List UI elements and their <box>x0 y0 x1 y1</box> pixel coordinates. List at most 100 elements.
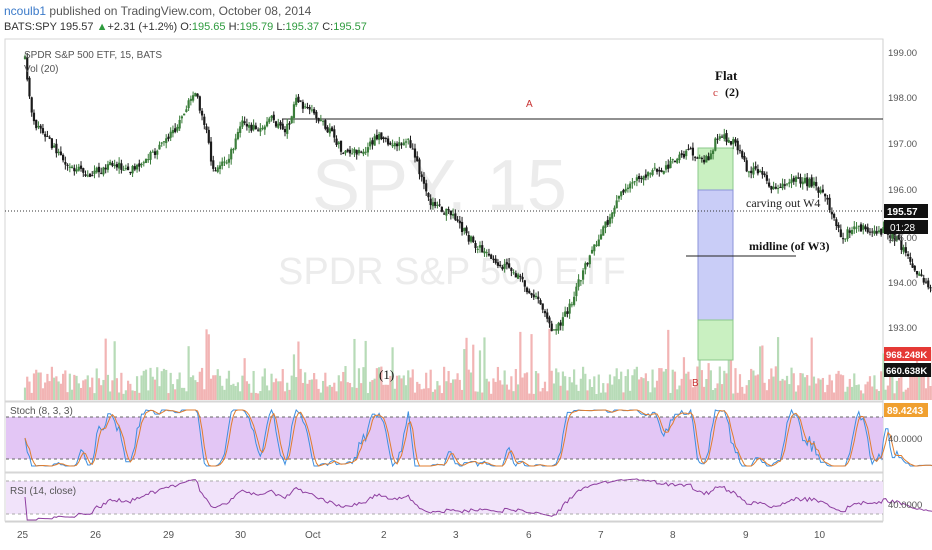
candle-body <box>729 141 733 145</box>
candle-body <box>420 174 423 178</box>
volume-bar <box>375 368 378 400</box>
candle-body <box>911 263 914 268</box>
volume-bar <box>483 337 486 400</box>
candle-body <box>93 170 96 175</box>
volume-bar <box>357 368 361 400</box>
volume-bar <box>801 373 804 400</box>
candle-body <box>209 141 213 162</box>
volume-bar <box>785 375 789 400</box>
candle-body <box>606 219 609 225</box>
candle-body <box>44 134 47 137</box>
projection-box[interactable] <box>697 189 734 321</box>
high-value: 195.79 <box>239 21 274 33</box>
ohlc-readout: BATS:SPY 195.57 ▲+2.31 (+1.2%) O:195.65 … <box>4 21 367 33</box>
volume-bar <box>707 363 710 400</box>
volume-bar <box>662 371 665 400</box>
volume-bar <box>573 369 576 400</box>
volume-bar <box>669 392 672 400</box>
candle-body <box>183 113 186 116</box>
volume-bar <box>73 374 76 400</box>
volume-bar <box>281 369 284 400</box>
volume-bar <box>133 390 136 400</box>
candle-body <box>62 154 65 161</box>
volume-bar <box>102 379 105 400</box>
volume-bar <box>494 381 497 400</box>
candle-body <box>716 138 719 140</box>
candle-body <box>530 293 533 296</box>
volume-bar <box>400 378 403 400</box>
candle-body <box>207 129 210 143</box>
volume-bar <box>474 391 477 400</box>
volume-bar <box>23 387 27 400</box>
volume-bar <box>886 385 890 400</box>
time-tick: 30 <box>235 530 247 541</box>
volume-bar <box>779 380 782 400</box>
volume-bar <box>599 392 603 400</box>
candle-body <box>810 177 813 187</box>
annotation-wave-2: (2) <box>725 85 739 99</box>
volume-bar <box>736 392 739 400</box>
candle-body <box>37 126 40 128</box>
candle-body <box>196 93 199 97</box>
candle-body <box>357 149 361 154</box>
volume-bar <box>920 376 923 400</box>
volume-bar <box>104 338 107 400</box>
candle-body <box>862 225 865 230</box>
candle-body <box>310 109 313 111</box>
volume-bar <box>655 380 659 400</box>
candle-body <box>635 177 638 181</box>
volume-bar <box>505 384 508 400</box>
candle-body <box>640 177 643 179</box>
candle-body <box>788 182 791 184</box>
volume-bar <box>866 381 869 400</box>
time-tick: 25 <box>17 530 29 541</box>
volume-bar <box>646 381 650 400</box>
target-box-lower[interactable] <box>697 319 734 361</box>
candle-body <box>189 98 192 101</box>
volume-bar <box>776 337 780 400</box>
candle-body <box>691 147 695 156</box>
volume-bar <box>581 366 585 400</box>
volume-bar <box>487 381 491 400</box>
candle-body <box>263 126 266 130</box>
candle-body <box>443 213 446 215</box>
volume-bar <box>792 373 795 400</box>
candle-body <box>91 175 94 177</box>
candle-body <box>348 149 352 154</box>
candle-body <box>239 126 242 133</box>
volume-bar <box>279 381 282 400</box>
annotation-a: A <box>526 99 533 110</box>
candle-body <box>566 311 569 315</box>
candle-body <box>581 270 585 280</box>
stoch-d-line <box>24 409 932 467</box>
volume-bar <box>833 392 836 400</box>
price-tick: 196.00 <box>888 185 917 196</box>
candle-body <box>205 126 208 130</box>
volume-bar <box>270 373 273 400</box>
volume-bar <box>411 369 414 400</box>
volume-bar <box>91 377 94 400</box>
candle-body <box>109 161 112 166</box>
target-box-upper[interactable] <box>697 147 734 191</box>
candle-body <box>747 171 751 173</box>
candle-body <box>178 119 181 129</box>
volume-bar <box>313 373 316 400</box>
candle-body <box>283 129 287 133</box>
candle-body <box>463 227 466 231</box>
volume-bar <box>297 341 300 400</box>
candle-body <box>920 274 923 277</box>
candle-body <box>718 136 721 139</box>
volume-bar <box>252 370 255 400</box>
candle-body <box>759 170 762 173</box>
volume-bar <box>705 378 708 400</box>
volume-bar <box>815 383 818 400</box>
candle-body <box>391 144 394 147</box>
author-link[interactable]: ncoulb1 <box>4 4 47 18</box>
volume-bar <box>239 391 242 400</box>
candle-body <box>492 258 495 260</box>
volume-bar <box>57 381 60 400</box>
volume-bars <box>23 328 932 400</box>
candle-body <box>223 161 226 163</box>
candle-body <box>265 121 269 127</box>
